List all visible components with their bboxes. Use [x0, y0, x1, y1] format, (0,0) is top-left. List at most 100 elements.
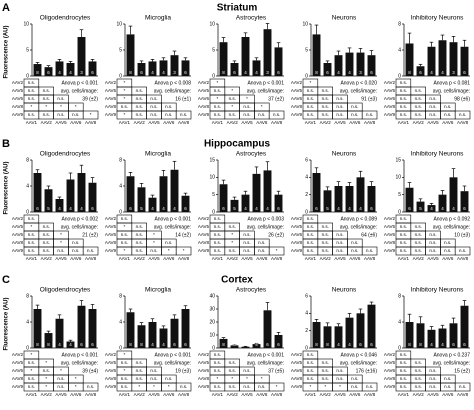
sig-row-label: AAV5 — [384, 360, 396, 365]
sig-cell-text: n.s. — [444, 104, 451, 109]
sig-cell-text: * — [217, 376, 219, 381]
bar — [274, 335, 283, 348]
sig-col-label: AAV5 — [55, 392, 67, 397]
sig-row-label: AAV8 — [384, 104, 396, 109]
bar-n-label: 6 — [463, 342, 466, 347]
sig-cell-text: n.s. — [165, 104, 172, 109]
sig-cell-text: n.s. — [307, 240, 314, 245]
stats-text: avg. cells/image: — [340, 360, 377, 366]
sig-cell-text: n.s. — [415, 368, 422, 373]
sig-cell-text: n.s. — [165, 376, 172, 381]
bar-n-label: 4 — [69, 70, 72, 75]
sig-cell-text: n.s. — [229, 112, 236, 117]
sig-cell-text: n.s. — [336, 368, 343, 373]
sig-col-label: AAV2 — [227, 392, 239, 397]
sig-col-label: AAV2 — [413, 120, 425, 125]
sig-col-label: AAV8 — [364, 120, 376, 125]
bar-n-label: 8 — [326, 342, 329, 347]
sig-cell-text: n.s. — [444, 248, 451, 253]
sig-cell-text: n.s. — [28, 112, 35, 117]
sig-cell-text: n.s. — [28, 240, 35, 245]
bar — [312, 322, 321, 348]
sig-col-label: AAV2 — [227, 120, 239, 125]
sig-cell-text: n.s. — [57, 112, 64, 117]
sig-col-label: AAV5 — [241, 392, 253, 397]
bar-n-label: 6 — [91, 206, 94, 211]
sig-cell-text: n.s. — [28, 376, 35, 381]
bar-n-label: 6 — [452, 342, 455, 347]
bar — [181, 309, 190, 348]
sig-cell-text: n.s. — [307, 248, 314, 253]
sig-cell — [82, 110, 99, 120]
bar-n-label: 8 — [408, 342, 411, 347]
y-tick-label: 10 — [395, 175, 401, 181]
bar-n-label: 5 — [140, 206, 143, 211]
bar-n-label: 6 — [222, 206, 225, 211]
bar — [405, 187, 414, 212]
sig-cell-text: * — [246, 376, 248, 381]
stats-text: Anova p < 0.092 — [433, 216, 470, 222]
y-tick-label: 0 — [212, 209, 215, 215]
sig-cell-text: n.s. — [429, 240, 436, 245]
sig-col-label: AAV1 — [398, 256, 410, 261]
sig-cell-text: n.s. — [229, 248, 236, 253]
sig-cell-text: n.s. — [336, 240, 343, 245]
bar — [44, 67, 53, 76]
stats-text: avg. cells/image: — [340, 88, 377, 94]
sig-col-label: AAV5 — [148, 120, 160, 125]
sig-row-label: AAV9 — [384, 384, 396, 389]
sig-cell-text: n.s. — [121, 384, 128, 389]
y-axis-label: Fluorescence (AU) — [4, 161, 10, 214]
sig-cell-text: n.s. — [180, 112, 187, 117]
bar — [252, 60, 261, 76]
bar-n-label: 8 — [36, 342, 39, 347]
stats-text: Anova p < 0.001 — [61, 352, 98, 358]
bar — [427, 46, 436, 76]
sig-cell-text: n.s. — [165, 240, 172, 245]
sig-cell-text: * — [31, 352, 33, 357]
bar — [55, 61, 64, 76]
y-tick-label: 5 — [212, 192, 215, 198]
bar — [126, 312, 135, 348]
sig-cell-text: n.s. — [28, 360, 35, 365]
sig-cell-text: n.s. — [429, 104, 436, 109]
sig-cell-text: * — [60, 232, 62, 237]
sig-cell-text: * — [339, 384, 341, 389]
y-tick-label: 0 — [398, 209, 401, 215]
sig-row-label: AAV9 — [291, 384, 303, 389]
y-tick-label: 8 — [119, 293, 122, 299]
sig-cell-text: * — [124, 248, 126, 253]
sig-cell-text: * — [168, 248, 170, 253]
bar-n-label: 6 — [463, 206, 466, 211]
y-tick-label: 4 — [26, 319, 29, 325]
sig-cell-text: n.s. — [400, 352, 407, 357]
bar-n-label: 8 — [36, 70, 39, 75]
bar-n-label: 6 — [370, 206, 373, 211]
bar — [181, 195, 190, 212]
sig-cell-text: n.s. — [307, 96, 314, 101]
stats-text: avg. cells/image: — [154, 88, 191, 94]
sig-cell-text: n.s. — [429, 232, 436, 237]
section-title: Hippocampus — [204, 139, 271, 150]
sig-cell-text: n.s. — [214, 368, 221, 373]
sig-col-label: AAV6 — [163, 256, 175, 261]
sig-cell-text: * — [124, 96, 126, 101]
sig-col-label: AAV1 — [398, 120, 410, 125]
stats-text: avg. cells/image: — [340, 224, 377, 230]
bar-n-label: 6 — [140, 70, 143, 75]
sig-cell-text: * — [60, 368, 62, 373]
sig-cell-text: * — [231, 376, 233, 381]
sig-cell-text: n.s. — [429, 384, 436, 389]
bar-n-label: 4 — [151, 70, 154, 75]
sig-cell-text: * — [75, 376, 77, 381]
stats-text: Anova p < 0.001 — [247, 352, 284, 358]
sig-col-label: AAV2 — [227, 256, 239, 261]
stats-text: 15 (±2) — [454, 368, 470, 374]
sig-cell — [268, 110, 285, 120]
bar — [449, 323, 458, 348]
sig-row-label: AAV6 — [12, 232, 24, 237]
stats-text: Anova p < 0.046 — [340, 352, 377, 358]
sig-cell-text: n.s. — [28, 216, 35, 221]
sig-col-label: AAV1 — [212, 120, 224, 125]
sig-row-label: AAV8 — [12, 104, 24, 109]
